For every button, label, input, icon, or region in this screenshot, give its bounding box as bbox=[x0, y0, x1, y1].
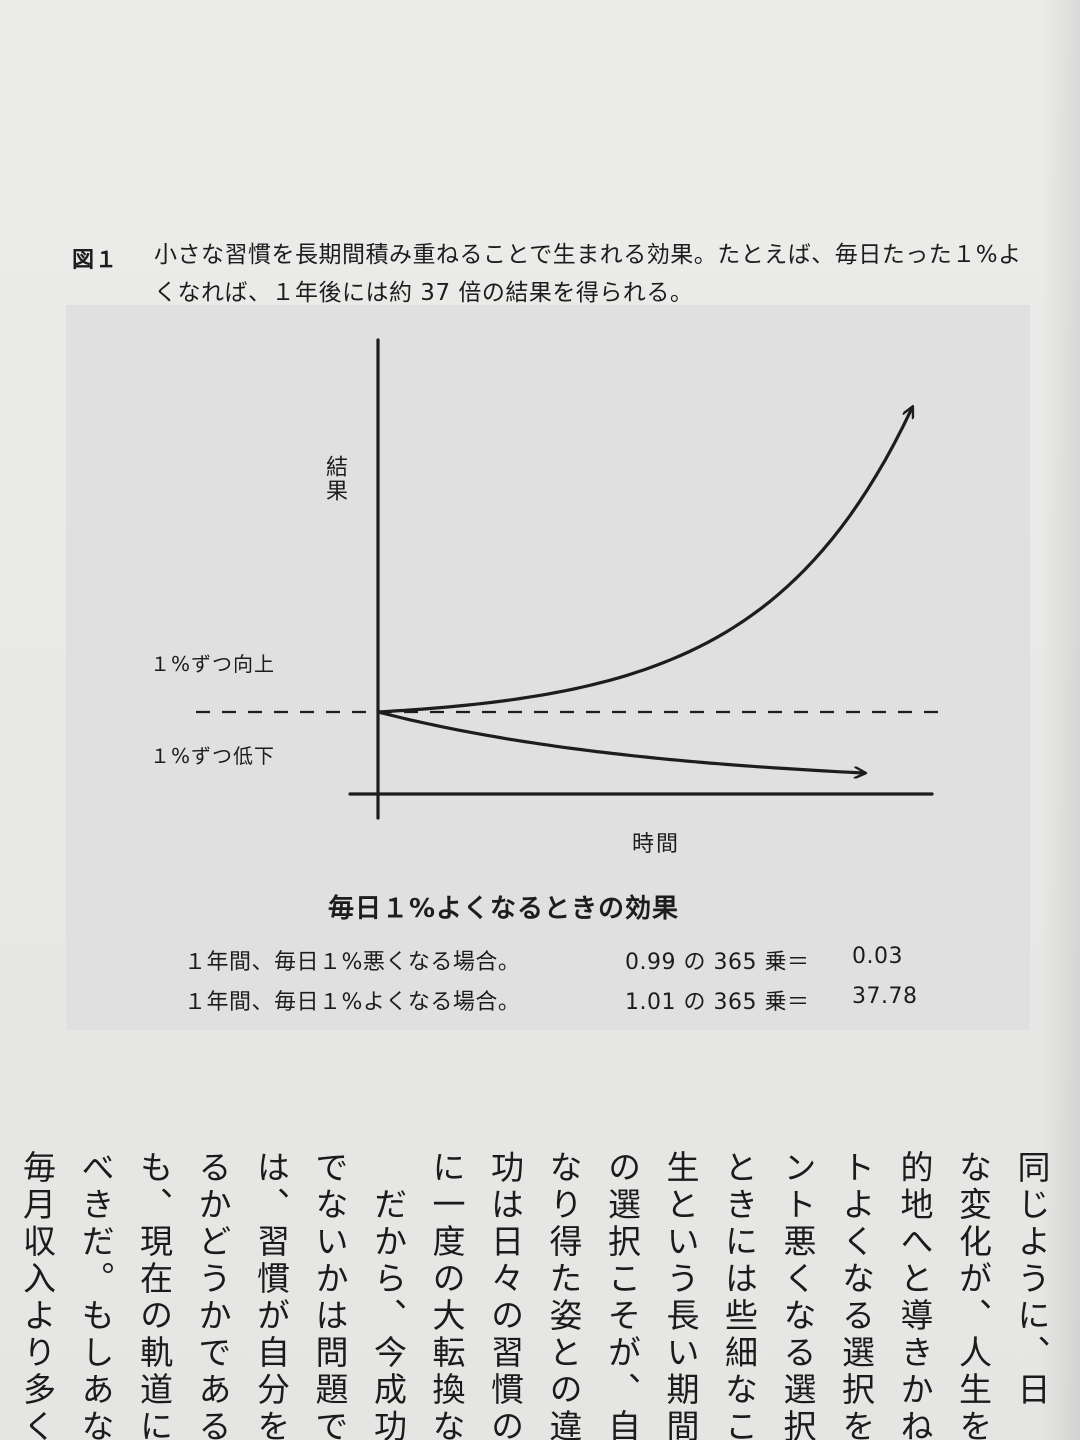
series-line-decline bbox=[376, 710, 864, 773]
body-text: 同じように、日 な変化が、人生を 的地へと導きかね トよくなる選択を ント悪くなる選択と… bbox=[0, 1150, 1080, 1440]
text-column: 同じように、日 bbox=[1012, 1150, 1051, 1409]
text-column: べきだ。もしあなた bbox=[76, 1150, 115, 1440]
text-column: トよくなる選択を bbox=[836, 1150, 876, 1440]
text-column: ときには些細なこ bbox=[719, 1150, 759, 1440]
y-axis-label: 結果 bbox=[322, 455, 347, 503]
summary-condition: １年間、毎日１%悪くなる場合。 bbox=[184, 950, 521, 975]
summary-result: 0.03 bbox=[852, 944, 903, 969]
figure-panel bbox=[66, 305, 1030, 1030]
text-column: 功は日々の習慣の bbox=[485, 1150, 525, 1440]
summary-calculation: 1.01 の 365 乗＝ bbox=[625, 990, 810, 1015]
text-column: だから、今成功 bbox=[368, 1150, 408, 1440]
text-column: るかどうかである。 bbox=[193, 1150, 232, 1440]
series-line-improve bbox=[376, 408, 912, 714]
text-column: も、現在の軌道に bbox=[134, 1150, 174, 1440]
summary-result: 37.78 bbox=[852, 984, 918, 1009]
text-column: 生という長い期間 bbox=[661, 1150, 700, 1440]
text-column: 毎月収入より多くの bbox=[17, 1150, 57, 1440]
x-axis-label: 時間 bbox=[632, 832, 681, 857]
summary-calculation: 0.99 の 365 乗＝ bbox=[625, 950, 810, 975]
summary-title: 毎日１%よくなるときの効果 bbox=[328, 894, 680, 924]
text-column: なり得た姿との違 bbox=[544, 1150, 583, 1440]
series-label-decline: １%ずつ低下 bbox=[150, 744, 276, 768]
text-column: ント悪くなる選択 bbox=[778, 1150, 817, 1440]
text-column: でないかは問題では bbox=[310, 1150, 349, 1440]
text-column: の選択こそが、自 bbox=[602, 1150, 642, 1440]
series-label-improve: １%ずつ向上 bbox=[150, 652, 276, 676]
text-column: 的地へと導きかね bbox=[895, 1150, 934, 1440]
text-column: な変化が、人生を bbox=[953, 1150, 993, 1440]
summary-condition: １年間、毎日１%よくなる場合。 bbox=[184, 990, 521, 1015]
page-gutter-shadow bbox=[1040, 0, 1080, 1440]
text-column: は、習慣が自分を成 bbox=[251, 1150, 291, 1440]
figure-caption-text: 小さな習慣を長期間積み重ねることで生まれる効果。たとえば、毎日たった１%よくなれ… bbox=[154, 242, 1022, 306]
figure-label: 図１ bbox=[72, 248, 119, 273]
text-column: に一度の大転換な bbox=[427, 1150, 466, 1440]
